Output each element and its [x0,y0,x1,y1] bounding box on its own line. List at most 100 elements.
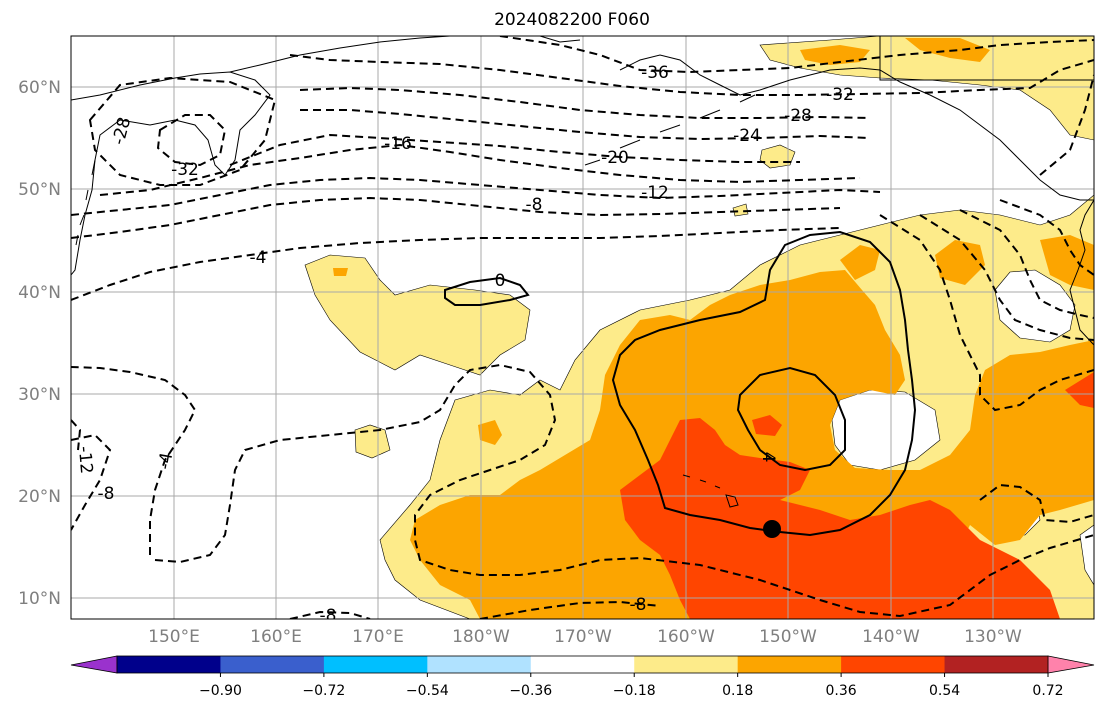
colorbar-extend-left [70,655,118,674]
contour-label: -8 [320,606,337,626]
lat-label: 50°N [18,180,61,200]
contour-east-5 [1039,74,1094,176]
colorbar-segment [323,656,428,673]
shade-tiny-orange [333,268,348,276]
coast-aleutian [584,94,756,166]
colorbar-tick-label: 0.54 [929,683,960,699]
colorbar-tick-label: 0.36 [826,683,857,699]
contour-label: -8 [98,484,115,504]
lon-label: 170°W [554,627,612,647]
contour-label: -20 [601,148,629,168]
contour-16 [99,143,861,196]
shade-small-47n [732,203,749,217]
contour-east-6 [979,483,1094,524]
contour-label: -36 [641,63,669,83]
shade-east-orange [935,240,985,285]
contour-labels: -36 -32 -28 -24 -20 -16 -12 -8 -4 0 4 -2… [74,63,854,626]
colorbar-extend-right [1047,655,1095,674]
lat-label: 30°N [18,385,61,405]
contour-label: 0 [495,271,506,291]
contour-4-s2 [154,363,1094,618]
shade-central-yellow [304,254,531,376]
contour-32-n [289,54,1094,96]
colorbar-segment [944,656,1049,673]
contours-solid [444,230,917,537]
contour-32-w [156,114,227,167]
colorbar-segment [530,656,635,673]
lon-label: 170°E [352,627,404,647]
colorbar-segment [220,656,325,673]
contour-8-bottom [289,610,371,619]
lon-label: 180°W [452,627,510,647]
contour-4-s [71,366,197,555]
contour-label: -12 [641,183,669,203]
coast-bering [539,36,581,43]
contour-label: -28 [784,106,812,126]
lon-label: 160°W [657,627,715,647]
lon-label: 150°W [759,627,817,647]
coast-kuril [75,159,96,246]
shading-strong [620,372,1094,619]
coast-siberia [229,36,451,73]
contour-12-s [71,419,82,451]
contour-8-bottom-2 [479,600,661,619]
colorbar-segment [737,656,842,673]
colorbar-tick-label: 0.72 [1032,683,1063,699]
contour-20 [229,133,800,166]
shade-small-orange [478,420,502,445]
lon-label: 130°W [964,627,1022,647]
contour-0-main [611,230,917,537]
hole-far-east [1079,524,1094,586]
shade-small-island [354,424,391,459]
colorbar-segment [841,656,946,673]
hole-east [831,389,941,471]
contour-east-4 [999,199,1094,276]
contour-east-2 [919,214,1094,341]
contour-4 [71,227,841,301]
lat-label: 20°N [18,487,61,507]
contours-dashed [71,36,1094,619]
contour-12 [71,176,881,216]
coast-canada-box [879,36,1094,81]
contour-label: -32 [826,85,854,105]
contour-4-main [736,366,846,472]
colorbar: −0.90 −0.72 −0.54 −0.36 −0.18 0.18 0.36 0.54 0.7… [70,655,1095,699]
contour-label: -12 [74,445,96,474]
lon-label: 160°E [250,627,302,647]
contour-label: -8 [630,595,647,615]
shade-main-red [620,418,1060,619]
coast-alaska [619,54,1094,201]
contour-label: -32 [171,160,199,180]
contour-24 [300,109,871,141]
coast-kamchatka [71,71,271,276]
contour-8-s [71,433,112,531]
lon-label: 150°E [148,627,200,647]
storm-center-dot [763,520,781,538]
shade-red-blob [752,415,782,436]
colorbar-tick-label: 0.18 [722,683,753,699]
contour-east-1 [879,214,1094,412]
contour-28-w [88,76,277,186]
contour-label: 4 [758,452,778,463]
contour-label: -16 [384,134,412,154]
longitude-labels: 150°E 160°E 170°E 180°W 170°W 160°W 150°… [148,627,1022,647]
hole-northeast [994,269,1076,343]
colorbar-tick-label: −0.90 [199,683,242,699]
lat-label: 40°N [18,283,61,303]
coast-hawaii [682,474,739,508]
shade-alaska-orange-2 [905,38,990,62]
lat-label: 60°N [18,78,61,98]
contour-label: -24 [733,126,761,146]
colorbar-segment [117,656,221,673]
shade-east-orange-3 [1040,235,1094,290]
contour-label: -4 [250,248,267,268]
contour-0 [444,276,530,306]
contour-label: -4 [155,451,178,471]
latitude-labels: 60°N 50°N 40°N 30°N 20°N 10°N [18,78,61,609]
colorbar-segment [634,656,739,673]
contour-28 [299,86,871,119]
map-border [70,35,1095,620]
colorbar-tick-label: −0.54 [406,683,449,699]
contour-8 [71,196,841,239]
